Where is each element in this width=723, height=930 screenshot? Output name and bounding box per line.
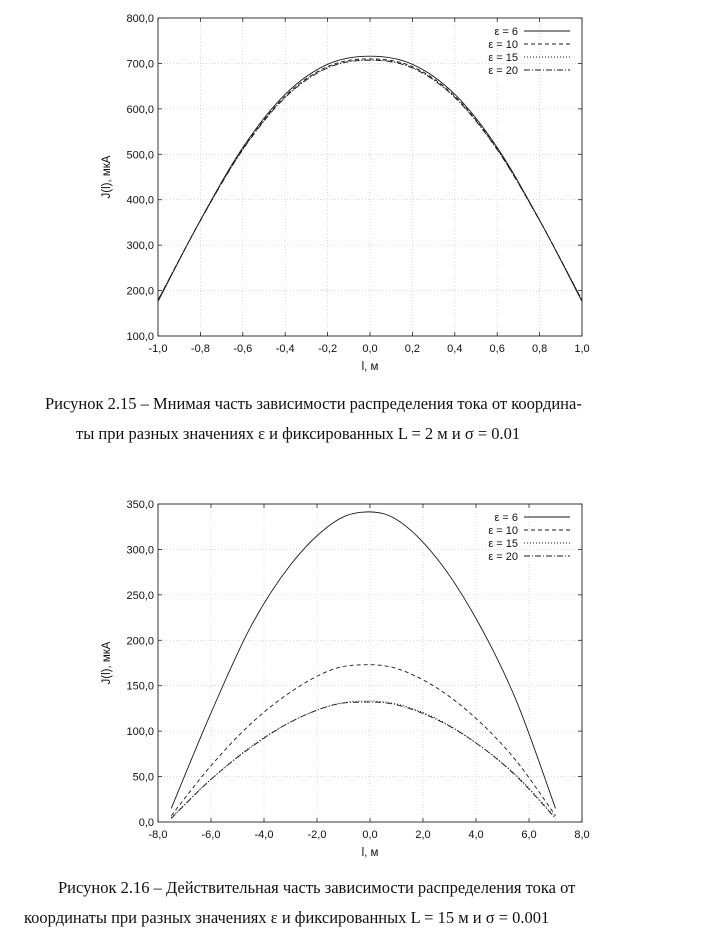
- y-axis-label: J(l), мкА: [101, 641, 113, 684]
- legend-label: ε = 6: [494, 512, 518, 524]
- caption-line: Рисунок 2.16 – Действительная часть зави…: [58, 878, 576, 897]
- caption-line: координаты при разных значениях ε и фикс…: [24, 908, 550, 927]
- x-tick-label: -4,0: [255, 829, 274, 841]
- chart-imaginary-part: -1,0 -0,8 -0,6 -0,4 -0,2 0,0 0,2 0,4 0,6 0,8 1,0 10…: [101, 13, 590, 373]
- y-tick-label: 200,0: [126, 286, 154, 298]
- x-axis-label: l, м: [362, 361, 379, 373]
- legend-label: ε = 15: [488, 538, 518, 550]
- legend-label: ε = 10: [488, 39, 518, 51]
- y-tick-label: 700,0: [126, 58, 154, 70]
- y-tick-label: 0,0: [139, 817, 154, 829]
- y-tick-label: 400,0: [126, 195, 154, 207]
- series-line-eps-4: [157, 59, 583, 301]
- x-tick-label: 6,0: [521, 829, 536, 841]
- x-axis-label: l, м: [362, 847, 379, 859]
- y-tick-label: 150,0: [126, 681, 154, 693]
- series-line-eps-2: [170, 664, 556, 816]
- legend-label: ε = 15: [488, 52, 518, 64]
- y-tick-label: 300,0: [126, 544, 154, 556]
- x-tick-label: -0,8: [191, 343, 210, 355]
- y-tick-label: 200,0: [126, 635, 154, 647]
- legend-label: ε = 6: [494, 26, 518, 38]
- series-line-eps-1: [157, 55, 583, 302]
- y-axis-label: J(l), мкА: [101, 155, 113, 198]
- x-tick-label: 1,0: [574, 343, 589, 355]
- x-tick-label: 8,0: [574, 829, 589, 841]
- y-tick-label: 250,0: [126, 590, 154, 602]
- x-tick-label: 2,0: [415, 829, 430, 841]
- x-tick-label: -1,0: [149, 343, 168, 355]
- x-tick-label: 4,0: [468, 829, 483, 841]
- legend-label: ε = 20: [488, 65, 518, 77]
- chart-real-part: -8,0 -6,0 -4,0 -2,0 0,0 2,0 4,0 6,0 8,0 0,0 50,0 10…: [101, 499, 590, 859]
- series-line-eps-4: [170, 701, 556, 819]
- x-tick-label: 0,0: [362, 829, 377, 841]
- y-tick-label: 800,0: [126, 13, 154, 25]
- x-tick-label: -8,0: [149, 829, 168, 841]
- x-tick-label: 0,2: [405, 343, 420, 355]
- x-tick-label: 0,8: [532, 343, 547, 355]
- x-tick-label: -0,6: [233, 343, 252, 355]
- x-tick-label: -0,2: [318, 343, 337, 355]
- x-tick-label: 0,4: [447, 343, 462, 355]
- legend-label: ε = 10: [488, 525, 518, 537]
- caption-line: Рисунок 2.15 – Мнимая часть зависимости …: [45, 394, 582, 413]
- y-tick-label: 50,0: [133, 772, 154, 784]
- y-tick-label: 300,0: [126, 240, 154, 252]
- y-tick-label: 350,0: [126, 499, 154, 511]
- y-tick-label: 500,0: [126, 149, 154, 161]
- x-tick-label: -0,4: [276, 343, 295, 355]
- y-tick-label: 600,0: [126, 104, 154, 116]
- series-line-eps-1: [170, 511, 556, 809]
- x-tick-label: -2,0: [308, 829, 327, 841]
- legend-label: ε = 20: [488, 551, 518, 563]
- caption-line: ты при разных значениях ε и фиксированны…: [76, 424, 521, 443]
- x-tick-label: 0,6: [490, 343, 505, 355]
- x-tick-label: -6,0: [202, 829, 221, 841]
- x-tick-label: 0,0: [362, 343, 377, 355]
- y-tick-label: 100,0: [126, 726, 154, 738]
- y-tick-label: 100,0: [126, 331, 154, 343]
